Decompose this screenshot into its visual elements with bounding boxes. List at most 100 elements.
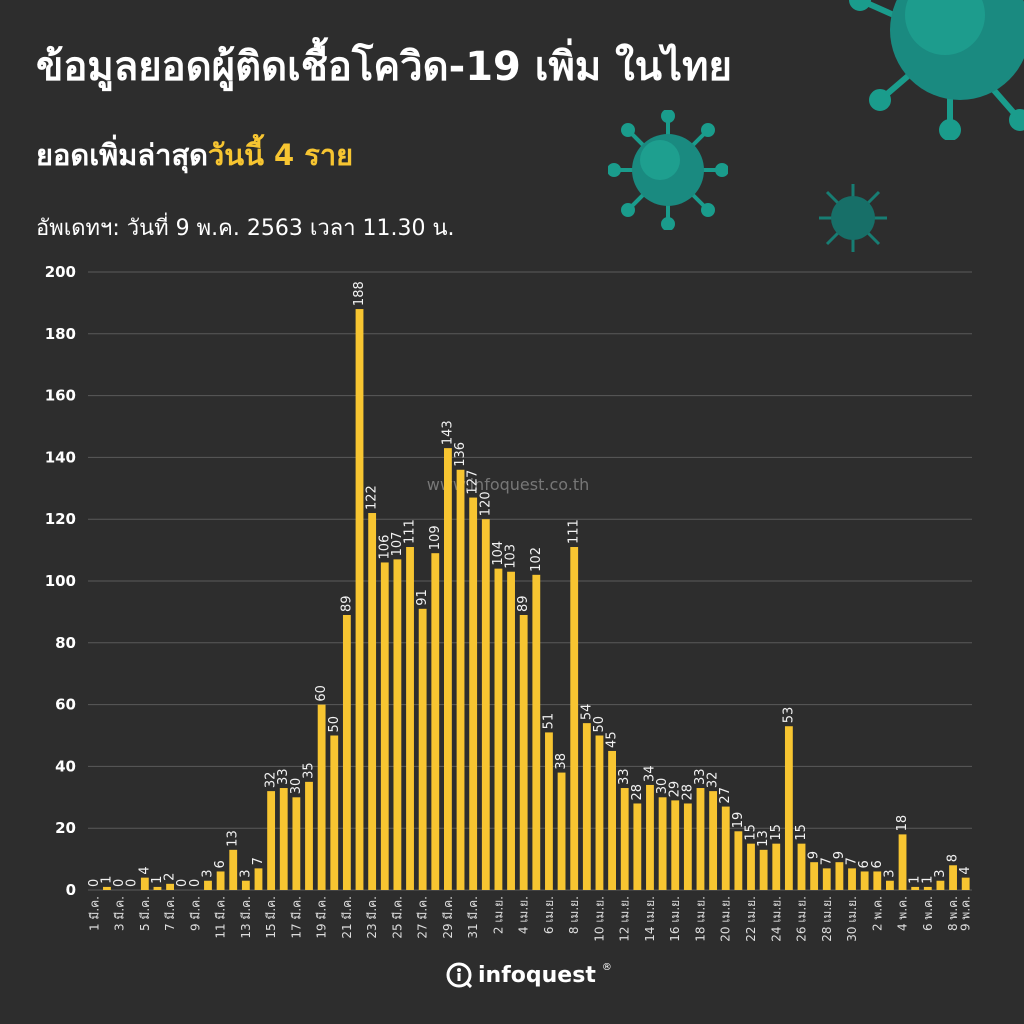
- bar-value-label: 3: [882, 869, 897, 877]
- bar-value-label: 102: [529, 547, 544, 572]
- bar: [305, 781, 313, 890]
- bar: [759, 849, 768, 890]
- bar-value-label: 60: [314, 685, 329, 702]
- virus-illustration-large-icon: [849, 0, 1024, 140]
- bar-value-label: 106: [377, 535, 392, 560]
- page-subtitle: ยอดเพิ่มล่าสุดวันนี้ 4 ราย: [36, 132, 353, 178]
- bar: [342, 614, 351, 890]
- bar: [545, 732, 553, 890]
- bar: [721, 806, 730, 890]
- x-tick-label: 20 เม.ย.: [719, 896, 733, 942]
- bar: [557, 772, 566, 890]
- y-tick-label: 0: [66, 881, 76, 899]
- bar: [810, 862, 819, 890]
- bar: [797, 843, 806, 890]
- update-timestamp: อัพเดทฯ: วันที่ 9 พ.ค. 2563 เวลา 11.30 น…: [36, 216, 455, 241]
- bar-value-label: 1: [99, 876, 114, 884]
- bar-value-label: 103: [504, 544, 519, 569]
- bar-value-label: 104: [491, 541, 506, 566]
- bar-value-label: 0: [188, 879, 203, 887]
- bar-value-label: 13: [756, 830, 771, 847]
- bar-value-label: 4: [137, 866, 152, 874]
- bar: [822, 868, 831, 890]
- x-tick-label: 14 เม.ย.: [643, 896, 657, 942]
- x-tick-label: 13 มี.ค.: [239, 896, 253, 939]
- x-tick-label: 17 มี.ค.: [289, 896, 303, 939]
- bar-value-label: 7: [845, 857, 860, 865]
- x-tick-label: 28 เม.ย.: [820, 896, 834, 942]
- x-tick-label: 1 มี.ค.: [87, 896, 101, 931]
- y-tick-label: 60: [55, 696, 76, 714]
- bar: [418, 608, 427, 890]
- bar-value-label: 50: [327, 716, 342, 733]
- bar-value-label: 54: [579, 704, 594, 721]
- bar: [898, 834, 907, 890]
- bar-value-label: 28: [630, 784, 645, 801]
- bar-value-label: 15: [744, 824, 759, 841]
- bar-value-label: 120: [478, 491, 493, 516]
- brand-name: infoquest: [478, 962, 596, 988]
- bar-value-label: 127: [466, 470, 481, 495]
- x-tick-label: 9 มี.ค.: [188, 896, 202, 931]
- bar: [317, 704, 326, 890]
- x-tick-label: 26 เม.ย.: [795, 896, 809, 942]
- bar-value-label: 32: [264, 772, 279, 789]
- y-tick-label: 200: [45, 263, 76, 281]
- x-tick-label: 8 พ.ค.: [946, 896, 960, 931]
- bar-value-label: 9: [807, 851, 822, 859]
- x-tick-label: 10 เม.ย.: [592, 896, 606, 942]
- x-tick-label: 7 มี.ค.: [163, 896, 177, 931]
- bar-value-label: 89: [516, 595, 531, 612]
- bar-value-label: 111: [403, 519, 418, 544]
- bar: [355, 309, 364, 891]
- bar: [671, 800, 680, 890]
- bar-value-label: 1: [920, 876, 935, 884]
- bar-value-label: 15: [794, 824, 809, 841]
- bar: [166, 883, 175, 890]
- bar-value-label: 18: [895, 815, 910, 832]
- bar-value-label: 19: [731, 812, 746, 829]
- registered-mark: ®: [601, 962, 612, 973]
- bar: [532, 574, 541, 890]
- bar: [292, 797, 301, 890]
- watermark-text: www.infoquest.co.th: [427, 475, 590, 494]
- bar: [254, 868, 263, 890]
- bar: [709, 791, 718, 890]
- x-tick-label: 19 มี.ค.: [315, 896, 329, 939]
- bar: [204, 880, 212, 890]
- bar: [747, 843, 755, 890]
- bar: [923, 886, 932, 890]
- bar: [696, 788, 705, 890]
- bar: [772, 843, 781, 890]
- bar-value-label: 89: [339, 595, 354, 612]
- bar-value-label: 32: [706, 772, 721, 789]
- infoquest-logo: infoquest ®: [446, 962, 612, 988]
- bar: [380, 562, 389, 890]
- bar: [582, 723, 591, 890]
- y-tick-label: 20: [55, 819, 76, 837]
- x-tick-label: 4 พ.ค.: [896, 896, 910, 931]
- bar: [279, 788, 288, 890]
- bar: [961, 877, 970, 890]
- x-tick-label: 18 เม.ย.: [693, 896, 707, 942]
- bar-value-label: 38: [554, 753, 569, 770]
- bar: [784, 726, 793, 890]
- bar: [734, 831, 743, 890]
- bar: [456, 469, 465, 890]
- bar-value-label: 107: [390, 532, 405, 557]
- bar: [481, 519, 490, 890]
- x-tick-label: 6 เม.ย.: [542, 896, 556, 934]
- bar-value-label: 111: [567, 519, 582, 544]
- x-tick-label: 2 เม.ย.: [491, 896, 505, 934]
- bar: [835, 862, 844, 890]
- bar-value-label: 34: [642, 765, 657, 782]
- bar-value-label: 30: [655, 778, 670, 795]
- bar-value-label: 143: [440, 420, 455, 445]
- bar-value-label: 6: [857, 860, 872, 868]
- info-circle-icon: [446, 962, 472, 988]
- bar-value-label: 30: [289, 778, 304, 795]
- bar: [595, 735, 604, 890]
- subtitle-prefix: ยอดเพิ่มล่าสุด: [36, 138, 208, 172]
- bar-value-label: 7: [251, 857, 266, 865]
